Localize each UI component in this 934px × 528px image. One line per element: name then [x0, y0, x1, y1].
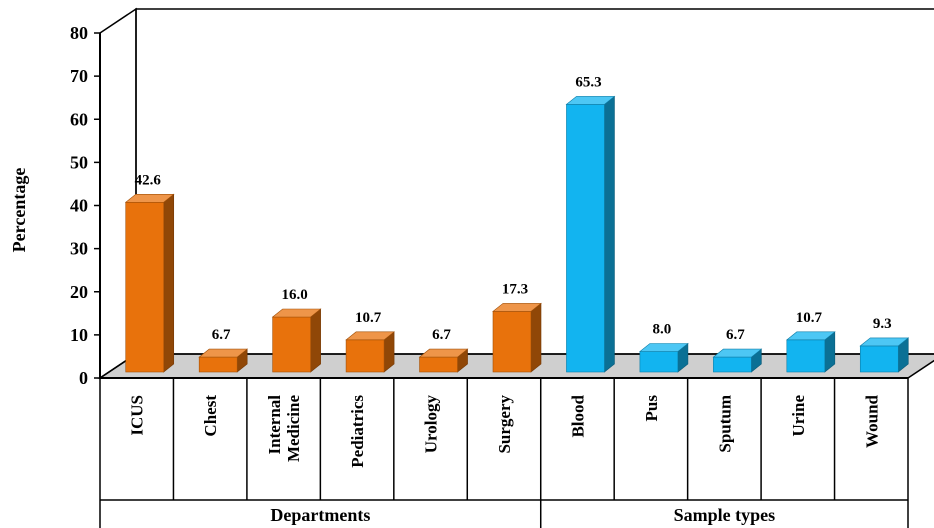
y-tick-label: 30 — [70, 239, 88, 259]
data-label: 6.7 — [432, 327, 451, 343]
bar — [418, 348, 469, 373]
bar — [639, 342, 689, 373]
y-tick-label: 40 — [70, 196, 88, 216]
data-label: 8.0 — [653, 322, 672, 338]
data-label: 6.7 — [726, 327, 745, 343]
bar — [712, 348, 763, 373]
data-label: 10.7 — [796, 310, 823, 326]
y-tick-label: 50 — [70, 152, 88, 172]
bar — [785, 331, 836, 373]
category-label: Chest — [201, 395, 220, 437]
category-label: Pus — [642, 395, 661, 422]
category-label: InternalMedicine — [265, 395, 303, 462]
bar — [124, 193, 175, 373]
y-tick-label: 70 — [70, 66, 88, 86]
category-label: Sputum — [715, 395, 734, 453]
group-labels: Departments Sample types — [270, 505, 775, 525]
data-label: 6.7 — [212, 327, 231, 343]
category-labels: ICUS Chest InternalMedicine Pediatrics Urolo… — [99, 378, 909, 528]
data-label: 16.0 — [282, 287, 308, 303]
data-label: 10.7 — [355, 310, 382, 326]
bar — [859, 337, 910, 373]
bar — [565, 95, 616, 373]
data-label: 17.3 — [502, 281, 528, 297]
bars — [124, 95, 910, 373]
bar — [345, 331, 395, 373]
category-label: Wound — [862, 394, 881, 447]
category-label: Blood — [568, 394, 587, 437]
data-label: 65.3 — [575, 74, 601, 90]
y-axis-ticks: 0 10 20 30 40 50 60 70 80 — [70, 23, 100, 388]
group-label: Sample types — [674, 505, 776, 525]
data-label: 42.6 — [135, 172, 162, 188]
back-wall — [135, 8, 934, 355]
category-label: Pediatrics — [348, 395, 367, 468]
bar — [492, 302, 542, 373]
bar — [198, 348, 249, 373]
category-label: Surgery — [495, 395, 514, 454]
category-label: Urology — [422, 395, 441, 454]
data-label: 9.3 — [873, 316, 892, 332]
category-label: ICUS — [128, 395, 147, 436]
category-label: Urine — [789, 395, 808, 437]
group-label: Departments — [270, 505, 370, 525]
y-tick-label: 60 — [70, 109, 88, 129]
y-axis-label: Percentage — [9, 168, 29, 253]
y-tick-label: 0 — [79, 368, 88, 388]
y-tick-label: 20 — [70, 282, 88, 302]
y-tick-label: 80 — [70, 23, 88, 43]
y-tick-label: 10 — [70, 325, 88, 345]
bar — [271, 308, 322, 373]
data-labels: 42.6 6.7 16.0 10.7 6.7 17.3 65.3 8.0 6.7 10.7 9.3 — [135, 74, 892, 343]
